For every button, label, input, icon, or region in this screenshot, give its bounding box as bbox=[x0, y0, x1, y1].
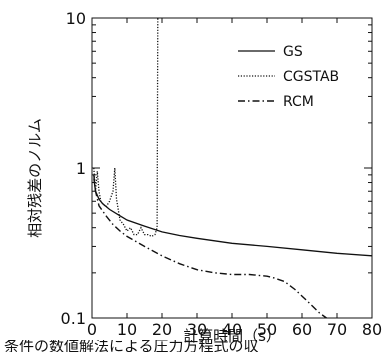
y-tick-label-10: 10 bbox=[66, 9, 86, 28]
x-tick-label-60: 60 bbox=[292, 320, 312, 339]
x-tick-label-20: 20 bbox=[152, 320, 172, 339]
legend-label-gs: GS bbox=[283, 44, 303, 60]
x-tick-label-0: 0 bbox=[87, 320, 97, 339]
legend-label-rcm: RCM bbox=[283, 94, 314, 110]
caption-fragment: 条件の数値解法による圧力方程式の収 bbox=[0, 340, 387, 352]
plot-frame bbox=[92, 18, 372, 318]
y-tick-label-0.1: 0.1 bbox=[61, 309, 86, 328]
series-line-rcm bbox=[94, 175, 327, 318]
y-tick-label-1: 1 bbox=[76, 159, 86, 178]
y-axis-label: 相対残差のノルム bbox=[26, 118, 44, 238]
caption-fragment-text: 条件の数値解法による圧力方程式の収 bbox=[4, 340, 259, 352]
x-tick-label-10: 10 bbox=[117, 320, 137, 339]
legend-label-cgstab: CGSTAB bbox=[283, 69, 339, 85]
series-line-gs bbox=[94, 179, 372, 256]
x-tick-label-70: 70 bbox=[327, 320, 347, 339]
x-tick-label-80: 80 bbox=[362, 320, 382, 339]
